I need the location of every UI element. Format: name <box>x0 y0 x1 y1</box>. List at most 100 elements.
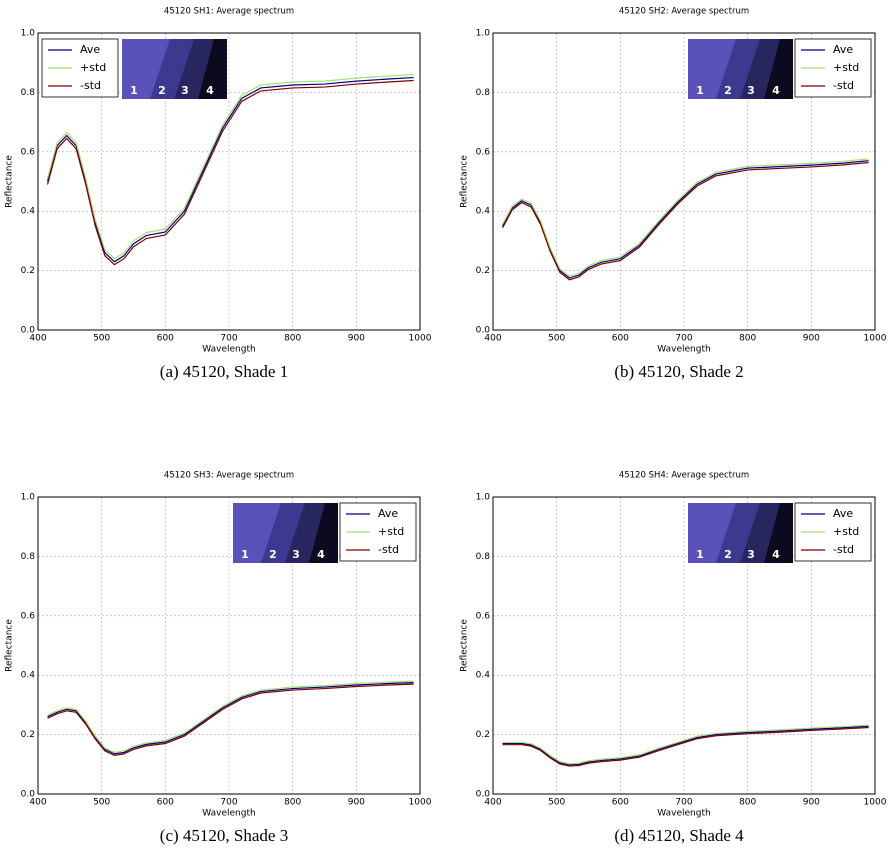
plot-frame <box>492 496 876 795</box>
series-line <box>502 158 869 277</box>
series-line <box>502 724 869 765</box>
y-tick-label: 0.0 <box>476 790 491 800</box>
inset-image: 1 2 3 4 <box>122 39 227 99</box>
x-tick-label: 400 <box>29 798 46 808</box>
x-tick-label: 700 <box>220 798 237 808</box>
y-axis-label: Reflectance <box>5 155 15 208</box>
legend-label: Ave <box>833 43 853 56</box>
caption: (b) 45120, Shade 2 <box>614 362 743 381</box>
plot-frame <box>37 496 421 795</box>
y-tick-label: 0.4 <box>21 671 36 681</box>
inset-label: 1 <box>696 548 704 561</box>
inset-shade <box>764 39 793 99</box>
y-tick-label: 0.0 <box>21 790 36 800</box>
chart-title: 45120 SH3: Average spectrum <box>164 471 294 481</box>
y-tick-label: 0.4 <box>476 207 491 217</box>
x-tick-label: 700 <box>675 798 692 808</box>
y-tick-label: 0.6 <box>21 611 36 621</box>
chart-title: 45120 SH2: Average spectrum <box>619 7 749 17</box>
y-axis-label: Reflectance <box>460 619 470 672</box>
inset-label: 4 <box>317 548 325 561</box>
y-tick-label: 0.2 <box>21 730 35 740</box>
inset-shade <box>309 503 338 563</box>
x-axis-label: Wavelength <box>657 809 710 819</box>
legend-label: +std <box>378 525 404 538</box>
inset-label: 2 <box>158 84 166 97</box>
legend-label: +std <box>80 61 106 74</box>
y-axis-label: Reflectance <box>5 619 15 672</box>
x-tick-label: 800 <box>739 334 756 344</box>
legend-label: Ave <box>378 507 398 520</box>
y-tick-label: 0.8 <box>476 552 491 562</box>
x-tick-label: 500 <box>548 798 565 808</box>
legend-label: Ave <box>80 43 100 56</box>
inset-shade <box>198 39 227 99</box>
y-axis-label: Reflectance <box>460 155 470 208</box>
series-line <box>46 76 414 263</box>
chart-panel: 400 500 600 700 800 900 1000 0.0 0.2 0.4 0.6 0.8 1.0… <box>5 471 432 845</box>
series-line <box>47 682 414 755</box>
caption: (c) 45120, Shade 3 <box>160 826 288 845</box>
inset-image: 1 2 3 4 <box>688 39 793 99</box>
x-tick-label: 400 <box>29 334 46 344</box>
x-tick-label: 900 <box>348 798 365 808</box>
y-tick-label: 0.2 <box>476 266 490 276</box>
inset-label: 3 <box>292 548 300 561</box>
x-tick-label: 900 <box>348 334 365 344</box>
plot-frame <box>37 32 421 331</box>
series-line <box>502 726 869 767</box>
y-tick-label: 0.8 <box>21 88 36 98</box>
inset-label: 1 <box>696 84 704 97</box>
x-tick-label: 600 <box>612 798 629 808</box>
x-tick-label: 700 <box>220 334 237 344</box>
y-tick-label: 1.0 <box>21 493 36 503</box>
chart-panel: 400 500 600 700 800 900 1000 0.0 0.2 0.4 0.6 0.8 1.0… <box>460 471 887 845</box>
legend-label: -std <box>833 543 854 556</box>
x-axis-label: Wavelength <box>657 345 710 355</box>
y-tick-label: 0.0 <box>476 326 491 336</box>
inset-label: 1 <box>130 84 138 97</box>
x-axis-label: Wavelength <box>202 809 255 819</box>
x-tick-label: 1000 <box>409 798 432 808</box>
y-tick-label: 1.0 <box>476 493 491 503</box>
inset-label: 2 <box>724 84 732 97</box>
x-axis-label: Wavelength <box>202 345 255 355</box>
y-tick-label: 0.8 <box>21 552 36 562</box>
inset-label: 3 <box>747 84 755 97</box>
plot-frame <box>492 32 876 331</box>
series-line <box>502 160 869 279</box>
inset-image: 1 2 3 4 <box>688 503 793 563</box>
x-tick-label: 900 <box>803 798 820 808</box>
inset-label: 3 <box>181 84 189 97</box>
y-tick-label: 0.4 <box>476 671 491 681</box>
inset-label: 2 <box>724 548 732 561</box>
caption: (a) 45120, Shade 1 <box>160 362 288 381</box>
legend-label: +std <box>833 525 859 538</box>
y-tick-label: 0.6 <box>21 147 36 157</box>
x-tick-label: 1000 <box>864 334 887 344</box>
y-tick-label: 0.4 <box>21 207 36 217</box>
inset-label: 3 <box>747 548 755 561</box>
x-tick-label: 1000 <box>864 798 887 808</box>
x-tick-label: 900 <box>803 334 820 344</box>
y-tick-label: 0.6 <box>476 147 491 157</box>
series-line <box>46 73 414 260</box>
inset-label: 4 <box>772 548 780 561</box>
series-line <box>502 725 869 766</box>
series-line <box>502 161 869 281</box>
chart-title: 45120 SH4: Average spectrum <box>619 471 749 481</box>
legend-label: Ave <box>833 507 853 520</box>
x-tick-label: 500 <box>93 334 110 344</box>
legend-label: -std <box>378 543 399 556</box>
chart-panel: 400 500 600 700 800 900 1000 0.0 0.2 0.4 0.6 0.8 1.0… <box>5 7 432 381</box>
inset-label: 4 <box>772 84 780 97</box>
series-line <box>46 79 414 266</box>
chart-panel: 400 500 600 700 800 900 1000 0.0 0.2 0.4 0.6 0.8 1.0… <box>460 7 887 381</box>
series-line <box>47 680 414 754</box>
legend-label: +std <box>833 61 859 74</box>
y-tick-label: 0.0 <box>21 326 36 336</box>
y-tick-label: 0.6 <box>476 611 491 621</box>
x-tick-label: 800 <box>284 798 301 808</box>
inset-label: 4 <box>206 84 214 97</box>
